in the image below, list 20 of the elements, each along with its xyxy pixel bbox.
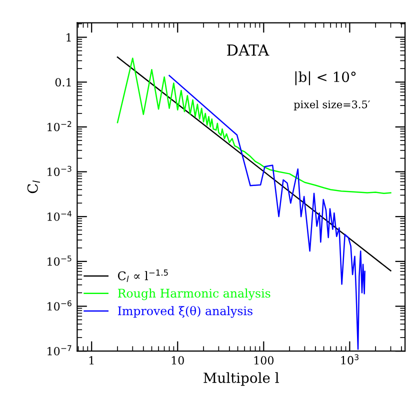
y-tick-label: 10$^{−7}$: [48, 345, 72, 356]
annotation: pixel size=3.5′: [294, 100, 370, 110]
x-axis-title: Multipole l: [204, 372, 279, 386]
y-axis-title: C$_{l}$: [27, 180, 40, 194]
legend-label: Rough Harmonic analysis: [118, 288, 270, 300]
y-tick-label: 10$^{−5}$: [48, 256, 72, 266]
annotation: DATA: [227, 44, 270, 56]
y-tick-label: 10$^{−4}$: [48, 210, 72, 221]
y-tick-label: 0.1: [55, 78, 71, 86]
x-tick-label: 100: [254, 356, 274, 365]
x-tick-label: 1: [89, 356, 94, 364]
y-tick-label: 1: [66, 33, 71, 42]
annotation: |b| < 10°: [295, 71, 356, 86]
y-tick-label: 10$^{−6}$: [48, 300, 72, 311]
y-tick-label: 10$^{−3}$: [48, 166, 72, 176]
x-tick-label: 10$^{3}$: [341, 354, 358, 364]
legend-label: C$_{l}$ ∝ l$^{−1.5}$: [118, 270, 168, 282]
legend-label: Improved ξ(θ) analysis: [118, 306, 252, 318]
y-tick-label: 10$^{−2}$: [48, 121, 72, 132]
x-tick-label: 10: [172, 356, 184, 365]
